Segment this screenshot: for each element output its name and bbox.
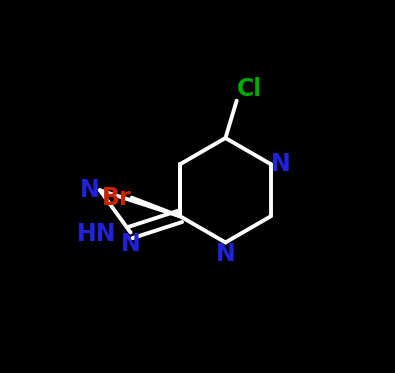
Text: N: N	[80, 178, 100, 202]
Text: N: N	[271, 152, 290, 176]
Text: Cl: Cl	[237, 77, 262, 101]
Text: N: N	[121, 232, 141, 257]
Text: HN: HN	[76, 222, 116, 246]
Text: Br: Br	[102, 186, 132, 210]
Text: N: N	[216, 242, 235, 266]
